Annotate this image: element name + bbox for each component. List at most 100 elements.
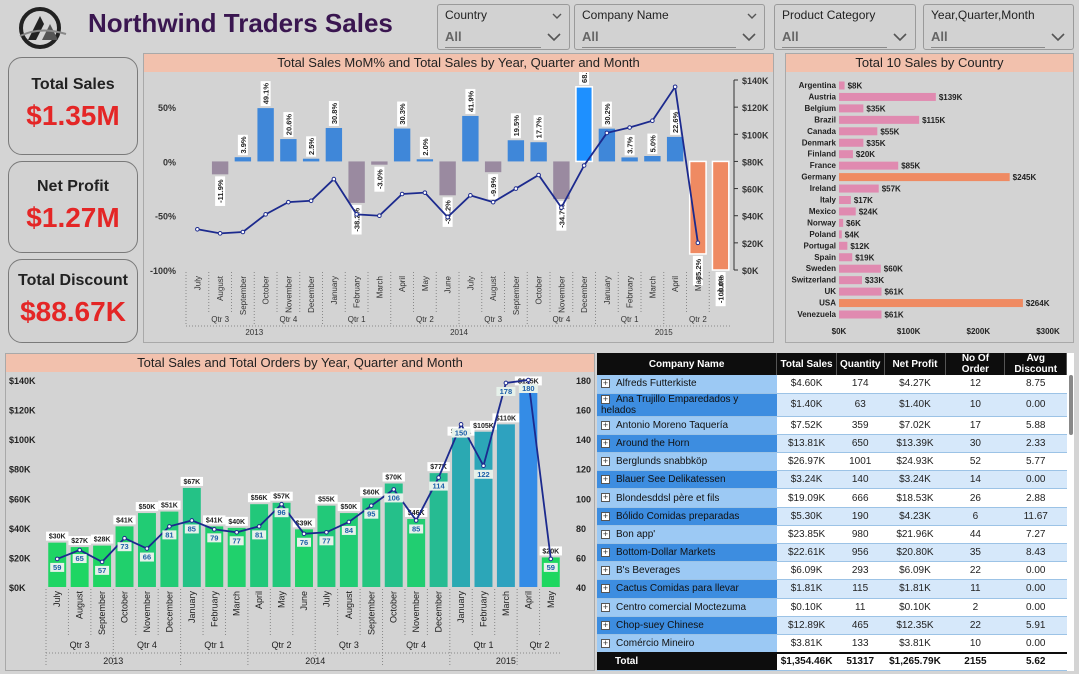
country-bar[interactable] — [839, 253, 853, 262]
table-scrollbar[interactable] — [1069, 375, 1073, 435]
mom-sales-chart[interactable]: 50% 0% -50% -100% $140K $120K $100K $80K $60K $40… — [144, 72, 773, 342]
table-row[interactable]: + Alfreds Futterkiste $4.60K 174 $4.27K 12 8.7… — [597, 375, 1067, 394]
country-sales-chart[interactable]: Argentina $8K Austria $139K Belgium $35K Brazi… — [786, 72, 1073, 342]
column-header[interactable]: Total Sales — [776, 353, 837, 375]
column-header[interactable]: Company Name — [597, 353, 778, 375]
orders-label-bg — [117, 542, 132, 552]
country-bar[interactable] — [839, 81, 845, 90]
x-month-label: August — [489, 275, 498, 301]
table-row[interactable]: + Bottom-Dollar Markets $22.61K 956 $20.80K 3… — [597, 543, 1067, 563]
country-bar[interactable] — [839, 196, 851, 204]
chevron-down-icon[interactable] — [740, 29, 758, 45]
expand-row-icon[interactable]: + — [601, 619, 610, 630]
sales-bar[interactable] — [496, 424, 515, 587]
table-row[interactable]: + Berglunds snabbköp $26.97K 1001 $24.93K 52 5… — [597, 452, 1067, 472]
table-row[interactable]: + Blondesddsl père et fils $19.09K 666 $18.5… — [597, 488, 1067, 508]
sales-bar[interactable] — [182, 487, 201, 587]
column-header[interactable]: Net Profit — [884, 353, 947, 375]
x-month-label: November — [557, 276, 566, 313]
table-row[interactable]: + Antonio Moreno Taquería $7.52K 359 $7.02K 1… — [597, 416, 1067, 435]
table-row[interactable]: + Cactus Comidas para llevar $1.81K 115 $1.8… — [597, 579, 1067, 599]
expand-row-icon[interactable]: + — [601, 456, 610, 467]
expand-row-icon[interactable]: + — [601, 492, 610, 503]
country-bar[interactable] — [839, 276, 862, 285]
company-name-slicer[interactable]: Company Name All — [574, 4, 765, 50]
country-bar[interactable] — [839, 207, 856, 216]
chevron-down-icon[interactable] — [551, 11, 563, 21]
country-bar[interactable] — [839, 173, 1010, 182]
column-header[interactable]: Quantity — [836, 353, 885, 375]
table-row[interactable]: + Bólido Comidas preparadas $5.30K 190 $4.23… — [597, 507, 1067, 526]
table-row[interactable]: + Chop-suey Chinese $12.89K 465 $12.35K 22 5.9… — [597, 616, 1067, 635]
country-bar[interactable] — [839, 184, 879, 193]
product-category-slicer[interactable]: Product Category All — [774, 4, 916, 50]
table-row[interactable]: + B's Beverages $6.09K 293 $6.09K 22 0.00 — [597, 561, 1067, 581]
table-row[interactable]: + Around the Horn $13.81K 650 $13.39K 30 2.33 — [597, 434, 1067, 454]
sales-bar[interactable] — [272, 502, 291, 587]
x-month-label: August — [75, 591, 85, 620]
table-row[interactable]: + Comércio Mineiro $3.81K 133 $3.81K 10 0.00 — [597, 634, 1067, 654]
orders-point — [234, 529, 239, 535]
country-bar[interactable] — [839, 287, 882, 296]
expand-row-icon[interactable]: + — [601, 583, 610, 594]
expand-row-icon[interactable]: + — [601, 510, 610, 521]
sales-bar[interactable] — [317, 505, 336, 587]
chevron-down-icon[interactable] — [1049, 29, 1067, 45]
country-bar[interactable] — [839, 218, 844, 227]
country-bar[interactable] — [839, 241, 848, 250]
expand-row-icon[interactable]: + — [601, 378, 610, 389]
expand-row-icon[interactable]: + — [601, 474, 610, 485]
sales-bar[interactable] — [250, 504, 269, 587]
expand-row-icon[interactable]: + — [601, 437, 610, 448]
sales-bar[interactable] — [541, 557, 560, 587]
table-cell: $4.23K — [884, 507, 946, 526]
table-row[interactable]: + Bon app' $23.85K 980 $21.96K 44 7.27 — [597, 525, 1067, 545]
expand-row-icon[interactable]: + — [601, 393, 610, 404]
sales-bar[interactable] — [362, 498, 381, 587]
country-bar[interactable] — [839, 264, 881, 273]
country-bar[interactable] — [839, 127, 878, 136]
country-bar[interactable] — [839, 161, 899, 170]
sales-bar[interactable] — [407, 518, 426, 587]
country-bar[interactable] — [839, 104, 864, 113]
table-cell: 12 — [945, 375, 1005, 394]
table-row[interactable]: + Ana Trujillo Emparedados y helados $1.40… — [597, 393, 1067, 417]
country-bar[interactable] — [839, 299, 1023, 308]
sales-bar[interactable] — [384, 483, 403, 588]
total-sales-point — [286, 199, 291, 205]
orders-label-bg — [252, 530, 267, 540]
total-sales-point — [240, 229, 246, 235]
sales-bar[interactable] — [519, 387, 538, 587]
x-quarter-label: Qtr 3 — [211, 315, 229, 324]
chevron-down-icon[interactable] — [746, 11, 758, 21]
chevron-down-icon[interactable] — [545, 29, 563, 45]
date-hierarchy-slicer[interactable]: Year,Quarter,Month All — [923, 4, 1074, 50]
x-month-label: January — [603, 276, 612, 304]
x-month-label: June — [717, 275, 726, 293]
expand-row-icon[interactable]: + — [601, 565, 610, 576]
table-row[interactable]: + Blauer See Delikatessen $3.24K 140 $3.24K 1… — [597, 470, 1067, 490]
sales-orders-chart[interactable]: $140K $120K $100K $80K $60K $40K $20K $0K 180 160… — [6, 372, 594, 670]
sales-bar[interactable] — [452, 437, 471, 587]
sales-bar[interactable] — [115, 526, 134, 587]
country-bar[interactable] — [839, 115, 920, 124]
sales-bar[interactable] — [429, 473, 448, 587]
country-bar[interactable] — [839, 310, 882, 319]
expand-row-icon[interactable]: + — [601, 601, 610, 612]
mom-data-label-group: 3.9% — [237, 134, 248, 156]
expand-row-icon[interactable]: + — [601, 546, 610, 557]
country-bar[interactable] — [839, 230, 842, 239]
y-right-tick-label: $140K — [742, 76, 769, 86]
table-row[interactable]: + Centro comercial Moctezuma $0.10K 11 $0.10… — [597, 598, 1067, 617]
country-bar[interactable] — [839, 92, 936, 101]
expand-row-icon[interactable]: + — [601, 419, 610, 430]
expand-row-icon[interactable]: + — [601, 637, 610, 648]
column-header[interactable]: Avg Discount — [1004, 353, 1067, 375]
country-bar[interactable] — [839, 150, 853, 159]
sales-bar[interactable] — [160, 511, 179, 587]
country-slicer[interactable]: Country All — [437, 4, 570, 50]
country-bar[interactable] — [839, 138, 864, 147]
chevron-down-icon[interactable] — [891, 29, 909, 45]
expand-row-icon[interactable]: + — [601, 528, 610, 539]
column-header[interactable]: No Of Order — [945, 353, 1006, 375]
